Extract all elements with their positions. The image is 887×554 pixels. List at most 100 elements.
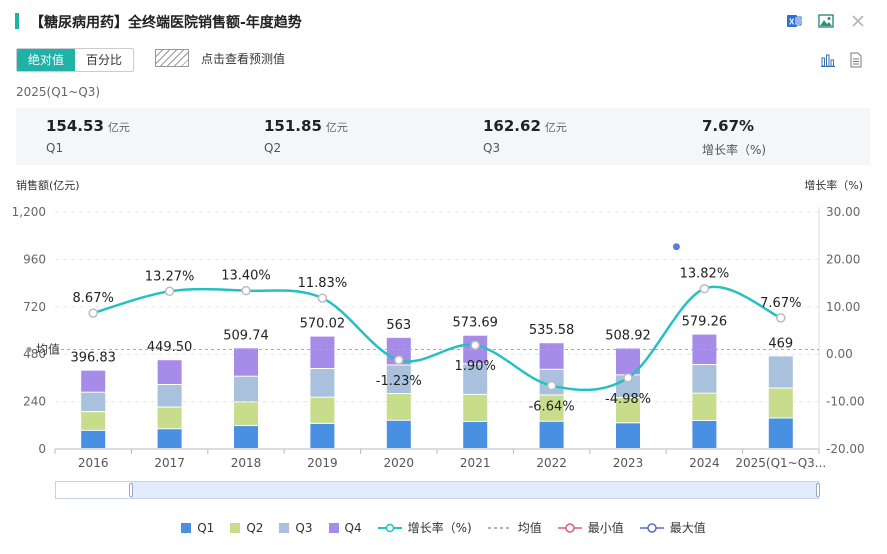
bar-segment-q1 [539, 421, 564, 448]
bar-segment-q4 [234, 348, 258, 376]
legend-item-q4[interactable]: Q4 [328, 519, 362, 536]
bar-segment-q1 [768, 418, 793, 448]
summary-label: Q1 [46, 141, 64, 155]
bar-segment-q2 [157, 407, 182, 429]
bar-segment-q2 [768, 388, 793, 418]
zoom-handle-left[interactable] [129, 483, 133, 497]
bar-segment-q4 [157, 360, 182, 385]
bar-total-label: 573.69 [452, 316, 498, 331]
summary-unit: 亿元 [544, 121, 567, 134]
growth-point [88, 308, 98, 318]
bar-segment-q3 [234, 376, 258, 402]
tab-absolute[interactable]: 绝对值 [17, 49, 76, 71]
growth-rate-label: 8.67% [73, 291, 114, 306]
forecast-hatch-swatch [155, 49, 189, 67]
close-icon[interactable] [849, 12, 867, 30]
excel-export-icon[interactable]: X [785, 12, 803, 30]
y2-tick-label: 0.00 [826, 347, 853, 361]
summary-value: 151.85 [264, 117, 322, 135]
y-axis-title: 销售额(亿元) [16, 179, 80, 192]
x-tick-label: 2019 [307, 456, 338, 470]
mean-line-marker [26, 346, 32, 352]
growth-rate-label: 13.82% [680, 267, 730, 282]
growth-line-icon [377, 523, 402, 532]
bar-total-label: 449.50 [147, 340, 193, 355]
x-tick-label: 2024 [689, 456, 720, 470]
growth-point [241, 285, 251, 296]
growth-rate-line [92, 285, 782, 392]
legend-swatch [328, 522, 339, 533]
legend-swatch [230, 522, 241, 533]
min-marker-icon [557, 522, 582, 533]
legend-item-growth[interactable]: 增长率（%) [377, 519, 472, 536]
growth-point [776, 313, 786, 323]
zoom-slider-selection[interactable] [131, 481, 819, 499]
y2-tick-label: 10.00 [826, 300, 860, 314]
bar-total-label: 396.83 [70, 351, 116, 366]
bar-segment-q1 [234, 426, 258, 448]
x-tick-label: 2017 [154, 456, 185, 470]
bar-segment-q2 [386, 394, 411, 420]
bar-total-label: 509.74 [223, 328, 269, 343]
bar-segment-q3 [692, 365, 717, 393]
bar-segment-q2 [692, 393, 717, 420]
svg-text:X: X [789, 18, 795, 27]
summary-value: 154.53 [46, 117, 104, 135]
legend-item-max[interactable]: 最大值 [639, 519, 706, 536]
x-tick-label: 2021 [460, 456, 491, 470]
y2-tick-label: -10.00 [826, 395, 865, 409]
header-actions: X [785, 12, 867, 30]
legend-item-min[interactable]: 最小值 [557, 519, 624, 536]
bar-total-label: 535.58 [529, 323, 575, 338]
bar-chart-icon[interactable] [819, 51, 837, 69]
legend-swatch [279, 522, 290, 533]
y-tick-label: 960 [23, 252, 46, 266]
bar-total-label: 469 [768, 336, 793, 351]
legend-item-q1[interactable]: Q1 [181, 519, 214, 536]
growth-point [470, 340, 480, 350]
y2-tick-label: -20.00 [826, 442, 865, 456]
summary-card-q3: 162.62 亿元 Q3 [483, 116, 567, 155]
summary-card-growth: 7.67% 增长率（%) [702, 116, 766, 158]
legend-label: 最小值 [587, 521, 624, 535]
y2-axis-title: 增长率（%) [804, 179, 863, 192]
bar-segment-q1 [692, 420, 717, 448]
title-accent-bar [15, 13, 19, 29]
tab-percent[interactable]: 百分比 [75, 49, 134, 71]
legend-label: Q1 [197, 520, 215, 535]
forecast-toggle[interactable]: 点击查看预测值 [155, 49, 285, 67]
bar-segment-q2 [310, 397, 335, 423]
page-title: 【糖尿病用药】全终端医院销售额-年度趋势 [30, 15, 302, 31]
zoom-handle-right[interactable] [816, 483, 820, 497]
bar-segment-q3 [310, 369, 335, 397]
legend-item-q3[interactable]: Q3 [279, 519, 313, 536]
y2-tick-label: 20.00 [826, 252, 860, 266]
growth-point [317, 293, 328, 303]
y-tick-label: 0 [38, 442, 46, 456]
bar-segment-q4 [310, 336, 335, 369]
bar-segment-q1 [616, 423, 640, 448]
legend-label: 增长率（%) [407, 521, 472, 535]
bar-total-label: 579.26 [682, 315, 728, 330]
x-tick-label: 2025(Q1~Q3... [735, 456, 826, 470]
growth-rate-label: 13.40% [221, 269, 271, 284]
growth-rate-label: 13.27% [145, 269, 195, 284]
bar-segment-q4 [81, 370, 106, 392]
period-label: 2025(Q1~Q3) [16, 85, 101, 99]
mean-line-label: 均值 [36, 341, 60, 356]
table-view-icon[interactable] [847, 51, 865, 69]
bar-segment-q2 [539, 395, 564, 421]
image-export-icon[interactable] [817, 12, 835, 30]
legend-item-q2[interactable]: Q2 [230, 519, 263, 536]
growth-rate-label: 11.83% [298, 276, 348, 291]
bar-segment-q3 [81, 392, 106, 412]
growth-point [394, 355, 404, 365]
bar-segment-q2 [234, 402, 258, 426]
bar-total-label: 563 [386, 318, 411, 333]
growth-point [546, 380, 557, 391]
forecast-label: 点击查看预测值 [201, 51, 286, 66]
view-switch [819, 51, 865, 69]
legend-item-mean[interactable]: 均值 [487, 519, 542, 536]
x-tick-label: 2018 [231, 456, 262, 470]
